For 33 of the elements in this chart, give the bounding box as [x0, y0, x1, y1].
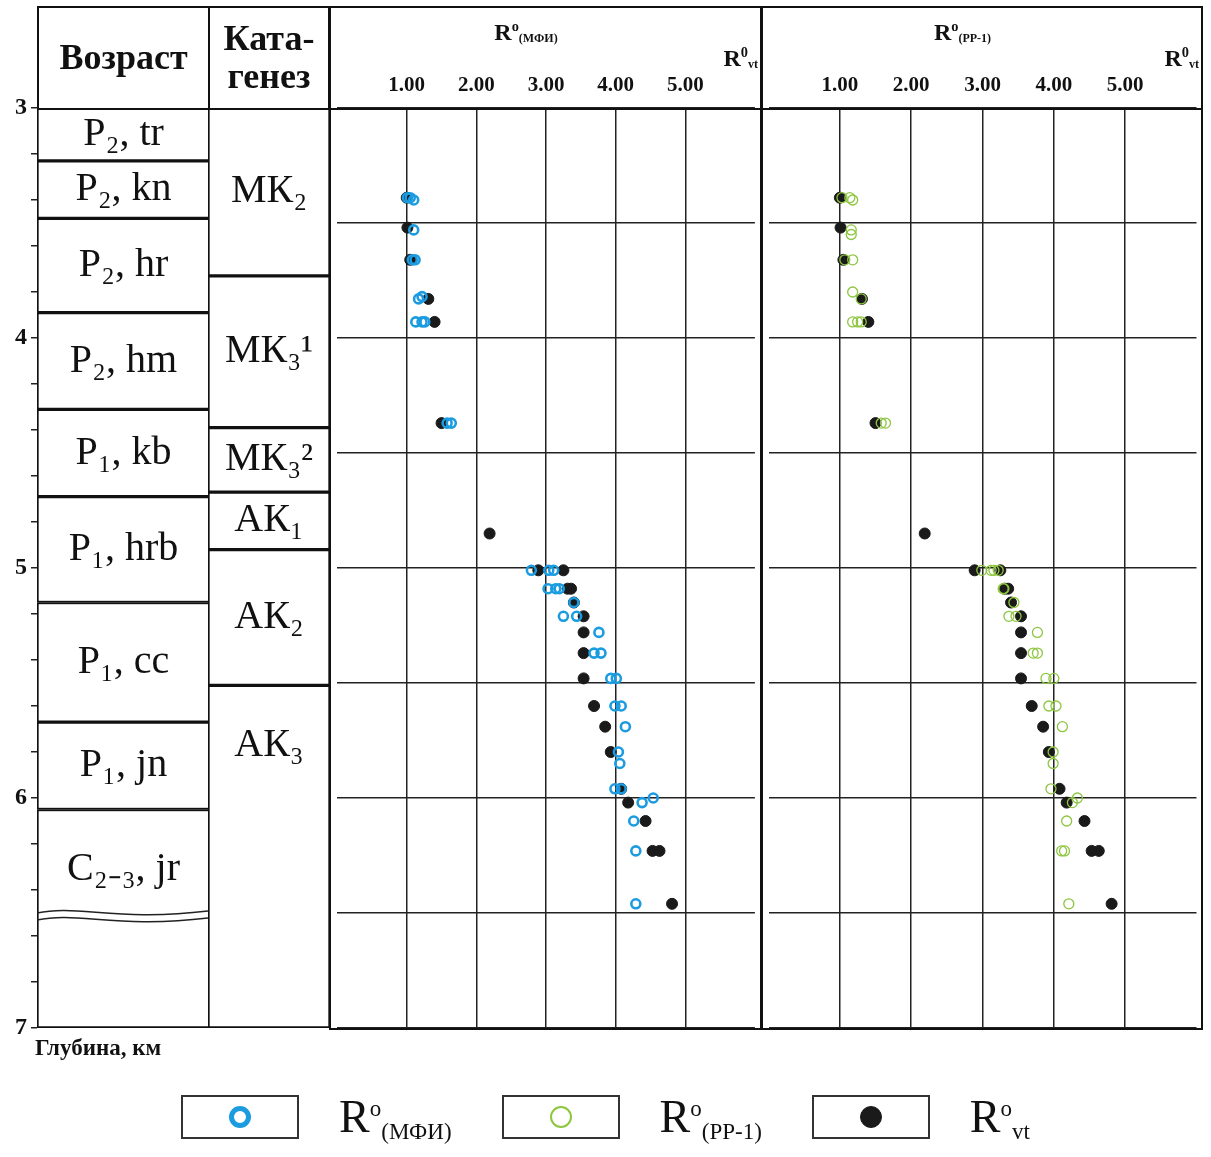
- series-label: АК₃: [234, 719, 304, 765]
- x-tick-label: Ката-генез: [208, 6, 330, 110]
- x-tick-label: 2.00: [892, 71, 930, 96]
- series-label: МК₂: [230, 166, 308, 212]
- series-label: P₁, cc: [77, 636, 170, 682]
- x-tick-label: 3.00: [527, 71, 565, 96]
- series-label: АК₁: [234, 495, 304, 541]
- text: Глубина, км: [35, 1035, 162, 1061]
- y-tick-label: 3: [15, 93, 27, 120]
- x-tick-label: 2.00: [457, 71, 495, 96]
- x-tick-label: 5.00: [666, 71, 704, 96]
- series-label: P₁, kb: [75, 427, 172, 473]
- series-label: P₁, jn: [79, 740, 168, 786]
- x-tick-label: 4.00: [1035, 71, 1073, 96]
- series-label: P₁, hrb: [68, 524, 179, 570]
- y-tick-label: 4: [15, 323, 27, 350]
- series-label: АК₂: [234, 591, 304, 637]
- series-label: P₂, kn: [75, 164, 172, 210]
- y-tick-label: 6: [15, 783, 27, 810]
- x-tick-label: 3.00: [964, 71, 1001, 96]
- series-label: C₂₋₃, jr: [66, 844, 181, 889]
- x-tick-label: 1.00: [821, 71, 859, 96]
- x-tick-label: 1.00: [388, 71, 426, 96]
- series-label: P₂, tr: [83, 108, 164, 154]
- x-tick-label: 5.00: [1106, 71, 1144, 96]
- x-tick-label: 4.00: [597, 71, 635, 96]
- series-label: P₂, hr: [78, 240, 169, 286]
- series-label: P₂, hm: [69, 335, 178, 381]
- x-tick-label: Возраст: [37, 6, 210, 110]
- y-tick-label: 5: [15, 553, 27, 580]
- y-tick-label: 7: [15, 1013, 27, 1040]
- series-label: МК₃²: [224, 434, 314, 480]
- series-label: МК₃¹: [224, 326, 314, 372]
